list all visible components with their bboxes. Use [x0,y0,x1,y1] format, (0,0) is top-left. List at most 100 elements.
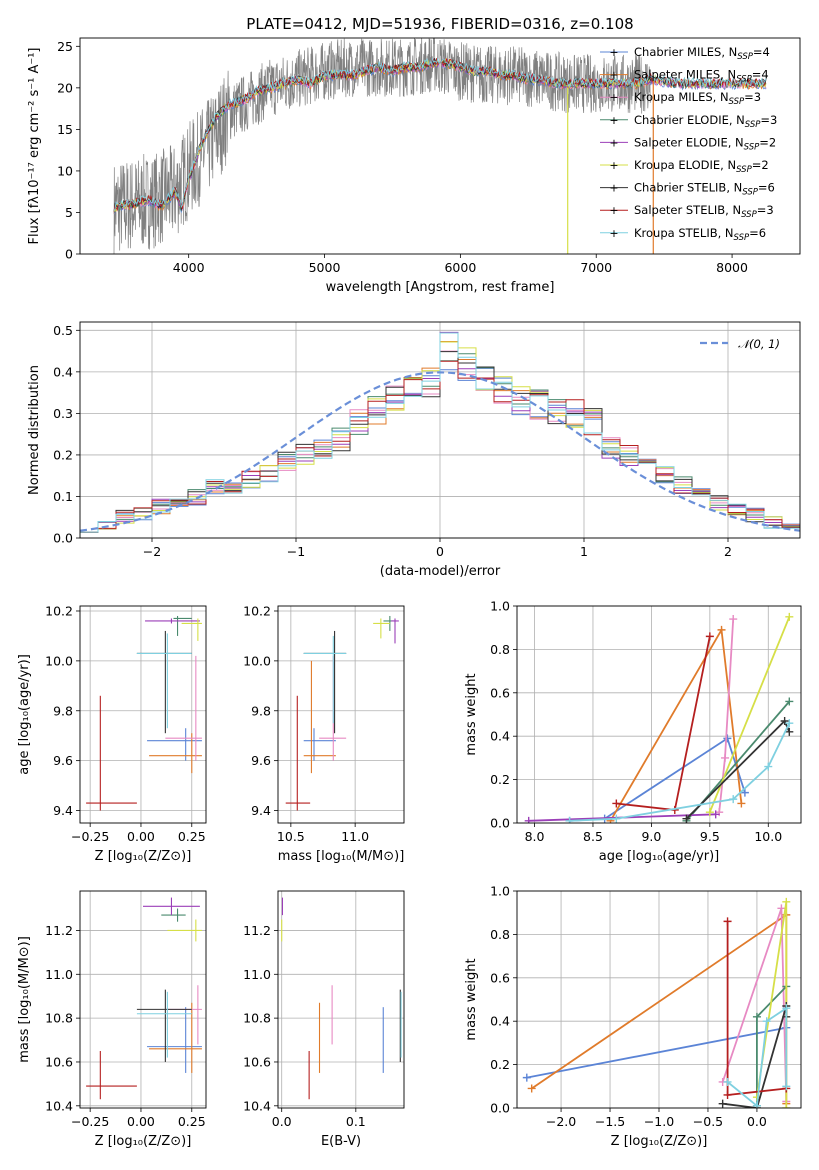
weight-point [782,897,791,906]
y-tick-label: 10.6 [243,1054,271,1069]
y-axis-label: age [log₁₀(age/yr)] [17,654,32,775]
x-tick-label: 8.0 [525,829,545,844]
legend-label: 𝒩(0, 1) [738,337,780,351]
weight-point [522,1073,531,1082]
legend-marker: + [609,227,618,240]
figure-title: PLATE=0412, MJD=51936, FIBERID=0316, z=0… [246,15,633,33]
y-tick-label: 0.4 [490,729,510,744]
weight-point [723,1077,732,1086]
errorbar-point-chabrier-miles [147,1007,202,1073]
y-tick-label: 25 [57,39,73,54]
legend-item: + Kroupa ELODIE, NSSP=2 [600,158,769,175]
y-tick-label: 0.3 [53,406,73,421]
errorbar-point-kroupa-stelib [303,635,347,724]
legend-label: Kroupa STELIB, NSSP=6 [634,226,766,243]
weight-point [565,816,574,823]
weight-point [527,1084,536,1093]
axes-frame [516,605,802,824]
legend-label: Kroupa ELODIE, NSSP=2 [634,158,769,175]
legend-label: Salpeter MILES, NSSP=4 [634,68,769,85]
x-tick-label: 9.5 [700,829,720,844]
legend-label: Salpeter STELIB, NSSP=3 [634,203,774,220]
y-tick-label: 11.0 [243,967,271,982]
legend-item: + Kroupa MILES, NSSP=3 [600,90,761,107]
y-tick-label: 0.0 [53,531,73,546]
x-axis-label: E(B-V) [321,1134,361,1149]
weight-line [569,722,791,822]
x-tick-label: 9.0 [641,829,661,844]
mass-vs-EBV-plot: 0.0 0.1 10.4 10.6 10.8 11.0 11.2 E(B-V) [243,890,405,1149]
legend-label: Kroupa MILES, NSSP=3 [634,90,761,107]
x-tick-label: 2 [724,544,732,559]
weight-point [612,799,621,808]
mass-vs-Z-marks [86,897,202,1100]
errorbar-point-kroupa-elodie [181,618,202,641]
weight-point [782,1104,791,1108]
x-tick-label: 0.1 [346,1114,366,1129]
errorbar-point-kroupa-miles [165,655,202,761]
y-tick-label: 0.2 [490,772,510,787]
axes-frame [79,890,207,1109]
x-tick-label: 6000 [444,260,476,275]
axes-frame [277,605,405,824]
errorbar-point-kroupa-elodie [167,919,202,942]
x-tick-label: −2.0 [546,1114,576,1129]
x-tick-label: 8.5 [583,829,603,844]
weight-point [752,1012,761,1021]
y-tick-label: 11.0 [45,967,73,982]
legend-label: Chabrier STELIB, NSSP=6 [634,181,775,198]
age-vs-mass-plot: 10.5 11.0 9.4 9.6 9.8 10.0 10.2 mass [log₁₀(M/M… [243,603,405,864]
legend-item: + Salpeter STELIB, NSSP=3 [600,203,774,220]
x-tick-label: 0 [436,544,444,559]
weight-series-salpeter-stelib [612,632,714,814]
mass-vs-Z-plot: −0.25 0.00 0.25 10.4 10.6 10.8 11.0 11.2 Z [log₁… [17,890,207,1149]
x-tick-label: 5000 [309,260,341,275]
y-tick-label: 0.6 [490,970,510,985]
legend-item: + Salpeter ELODIE, NSSP=2 [600,135,776,152]
errorbar-point-salpeter-stelib [285,695,311,811]
errorbar-point-salpeter-miles [149,1002,202,1073]
x-axis-label: Z [log₁₀(Z/Z⊙)] [611,1134,708,1149]
weight-point [711,810,720,819]
weight-point [740,788,749,797]
x-tick-label: 10.5 [277,829,305,844]
weight-line [708,616,791,813]
y-tick-label: 1.0 [490,599,510,614]
weight-point [612,814,621,823]
weight-point [785,727,794,736]
x-tick-label: −2 [143,544,161,559]
y-tick-label: 0.5 [53,323,73,338]
legend-item: + Chabrier STELIB, NSSP=6 [600,181,775,198]
y-axis-label: mass weight [464,673,479,755]
errorbar-point-kroupa-elodie [373,618,390,639]
age-vs-Z-plot: −0.25 0.00 0.25 9.4 9.6 9.8 10.0 10.2 Z [log₁₀(Z… [17,603,207,864]
y-tick-label: 0.2 [53,447,73,462]
legend-label: Salpeter ELODIE, NSSP=2 [634,135,776,152]
y-tick-label: 0.2 [490,1057,510,1072]
axes-frame [79,37,801,255]
y-tick-label: 10.4 [45,1098,73,1113]
x-tick-label: 0.0 [272,1114,292,1129]
y-tick-label: 0.1 [53,489,73,504]
data-spectrum-line [113,38,651,254]
x-axis-label: mass [log₁₀(M/M⊙)] [278,849,405,864]
x-tick-label: −1.5 [595,1114,625,1129]
legend-marker: + [609,114,618,127]
x-tick-label: −0.5 [693,1114,723,1129]
weight-point [721,753,730,762]
model-line-kroupa-stelib [113,57,767,211]
y-tick-label: 0.6 [490,685,510,700]
weight-point [524,816,533,823]
weight-series-salpeter-miles [606,625,746,823]
x-tick-label: 0.00 [127,1114,155,1129]
y-axis-label: mass weight [464,958,479,1040]
x-tick-label: 8000 [716,260,748,275]
y-tick-label: 9.6 [251,753,271,768]
normal-curve [80,371,800,532]
y-tick-label: 9.4 [53,803,73,818]
errorbar-point-salpeter-elodie [145,618,200,624]
errorbar-point-chabrier-elodie [161,908,186,922]
x-tick-label: −1.0 [644,1114,674,1129]
weight-point [729,795,738,804]
y-tick-label: 11.2 [243,923,271,938]
